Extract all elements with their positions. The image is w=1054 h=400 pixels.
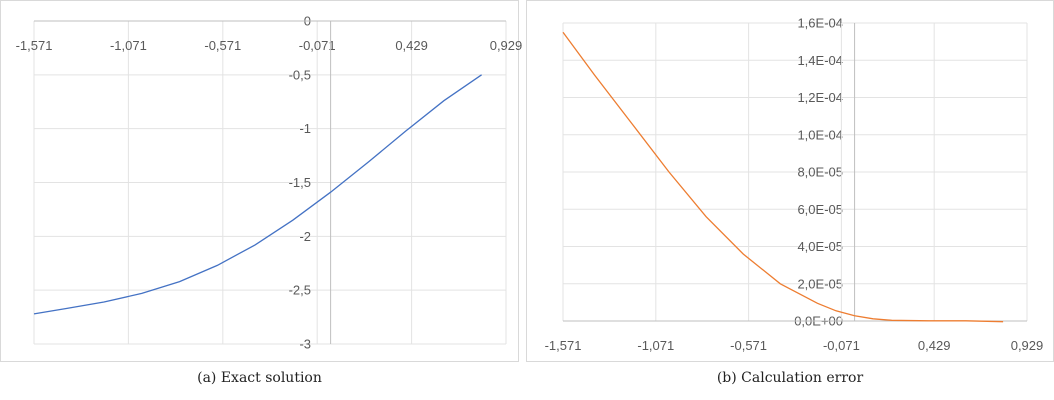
x-tick-label: -0,571	[730, 338, 767, 353]
chart-exact-solution-svg: 0-0,5-1-1,5-2-2,5-3-1,571 -1,071 -0,571 -0,…	[16, 14, 523, 352]
chart-calculation-error: 1,6E-04 1,4E-04 1,2E-04 1,0E-04 8,0E-05 6,0E-…	[526, 0, 1054, 362]
x-tick-label: 0,929	[1011, 338, 1044, 353]
x-tick-label: 0,429	[918, 338, 951, 353]
y-tick-label: -2,5	[289, 283, 311, 298]
x-tick-label: -1,071	[110, 38, 147, 53]
chart-calculation-error-svg: 1,6E-04 1,4E-04 1,2E-04 1,0E-04 8,0E-05 6,0E-…	[545, 16, 1044, 354]
y-tick-label: 8,0E-05	[797, 165, 843, 180]
y-tick-label: 1,4E-04	[797, 53, 843, 68]
y-tick-label: -0,5	[289, 67, 311, 82]
y-tick-label: 6,0E-05	[797, 202, 843, 217]
series-line-0	[33, 74, 482, 315]
y-tick-label: -2	[299, 229, 311, 244]
y-tick-label: 4,0E-05	[797, 239, 843, 254]
x-tick-label: -1,571	[16, 38, 53, 53]
x-tick-label: 0,929	[490, 38, 523, 53]
x-tick-label: -1,071	[637, 338, 674, 353]
series-line-0	[562, 31, 1004, 323]
caption-calculation-error: (b) Calculation error	[716, 370, 864, 386]
y-tick-label: 1,0E-04	[797, 127, 843, 142]
y-tick-label: -1	[299, 121, 311, 136]
caption-exact-solution: (a) Exact solution	[197, 370, 322, 386]
y-tick-label: 1,6E-04	[797, 16, 843, 31]
y-tick-label: 2,0E-05	[797, 276, 843, 291]
y-tick-label: -3	[299, 337, 311, 352]
y-tick-label: -1,5	[289, 175, 311, 190]
x-tick-label: -0,071	[823, 338, 860, 353]
y-tick-label: 1,2E-04	[797, 90, 843, 105]
x-tick-label: -0,071	[299, 38, 336, 53]
x-tick-label: -0,571	[204, 38, 241, 53]
chart-exact-solution: 0 -0,5 -1 -1,5 -2 -2,5 -3 -1,571 -1,071 -0,571 -0,…	[0, 0, 523, 362]
x-tick-label: -1,571	[545, 338, 582, 353]
x-tick-label: 0,429	[395, 38, 428, 53]
